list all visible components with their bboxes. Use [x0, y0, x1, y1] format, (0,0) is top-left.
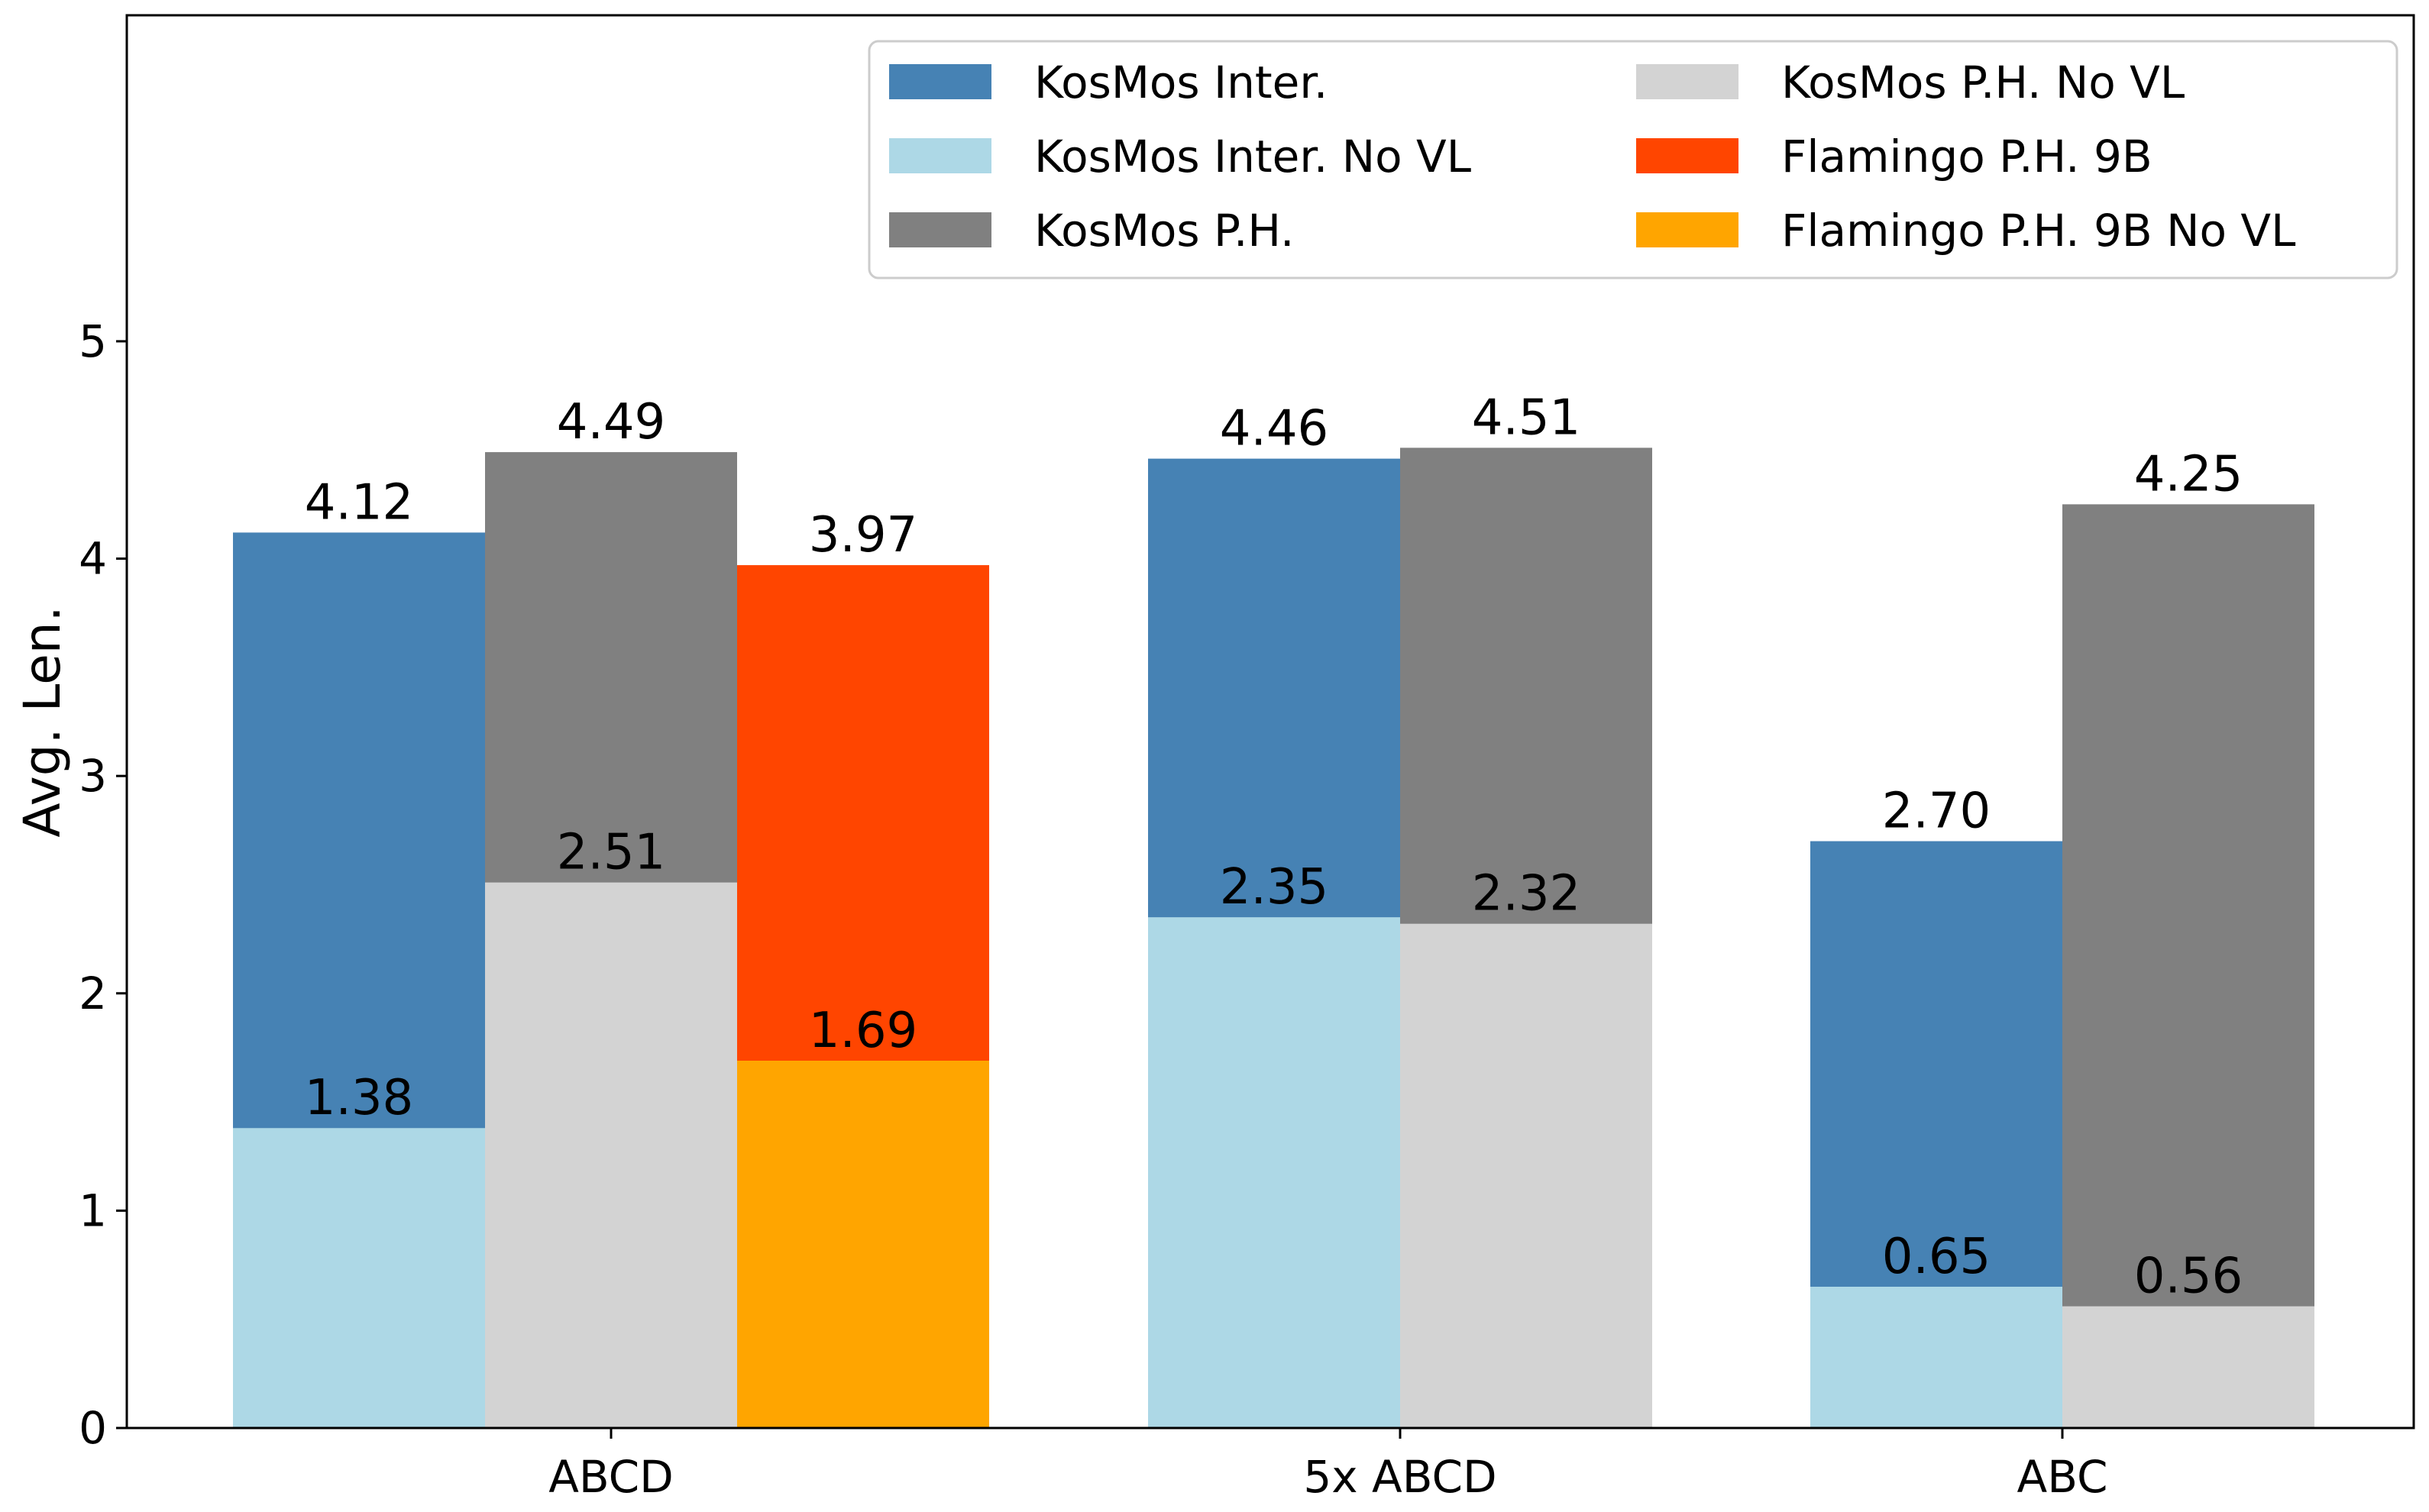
value-label-2-no-vl: 1.69	[809, 1003, 918, 1059]
y-tick-label-5: 5	[79, 315, 107, 367]
x-axis: ABCD 5x ABCD ABC	[548, 1428, 2107, 1503]
bars-layer	[233, 447, 2314, 1428]
bar-0-no-vl	[233, 1128, 485, 1428]
value-label-6-with-vl: 4.25	[2134, 446, 2243, 502]
value-label-0-with-vl: 4.12	[305, 474, 414, 531]
bar-2-no-vl	[737, 1061, 989, 1428]
x-tick-label-2: ABC	[2017, 1451, 2108, 1503]
legend-label-5: Flamingo P.H. 9B No VL	[1781, 205, 2295, 257]
value-label-4-with-vl: 4.51	[1472, 389, 1581, 446]
legend-swatch-2	[889, 212, 991, 247]
legend-swatch-4	[1636, 138, 1738, 173]
bar-6-with-vl	[2062, 504, 2314, 1428]
legend-label-1: KosMos Inter. No VL	[1034, 131, 1471, 183]
legend-label-2: KosMos P.H.	[1034, 205, 1294, 257]
legend-swatch-3	[1636, 64, 1738, 99]
bar-1-no-vl	[485, 882, 737, 1428]
legend-label-4: Flamingo P.H. 9B	[1781, 131, 2152, 183]
y-tick-label-1: 1	[79, 1184, 107, 1236]
bar-3-no-vl	[1148, 917, 1400, 1428]
y-tick-label-4: 4	[79, 533, 107, 585]
y-tick-label-0: 0	[79, 1402, 107, 1454]
value-label-2-with-vl: 3.97	[809, 507, 918, 564]
bar-6-no-vl	[2062, 1306, 2314, 1428]
bar-5-no-vl	[1810, 1287, 2062, 1428]
value-label-1-with-vl: 4.49	[557, 394, 666, 451]
value-label-6-no-vl: 0.56	[2134, 1249, 2243, 1305]
legend-swatch-0	[889, 64, 991, 99]
legend-label-3: KosMos P.H. No VL	[1781, 57, 2185, 108]
value-label-0-no-vl: 1.38	[305, 1070, 414, 1126]
legend-frame	[868, 40, 2398, 279]
value-label-3-no-vl: 2.35	[1220, 859, 1329, 916]
y-axis: 0 1 2 3 4 5	[79, 315, 127, 1454]
y-tick-label-2: 2	[79, 968, 107, 1019]
x-tick-label-0: ABCD	[548, 1451, 674, 1503]
value-label-3-with-vl: 4.46	[1220, 401, 1329, 457]
y-axis-title: Avg. Len.	[13, 606, 72, 837]
bar-4-no-vl	[1400, 923, 1652, 1428]
value-label-4-no-vl: 2.32	[1472, 866, 1581, 922]
legend-swatch-5	[1636, 212, 1738, 247]
legend-label-0: KosMos Inter.	[1034, 57, 1328, 108]
plot-frame	[125, 14, 2415, 1430]
legend-swatch-1	[889, 138, 991, 173]
value-labels-layer: 4.12 1.38 4.49 2.51 3.97 1.69 4.46 2.35 4.51 2.32…	[305, 389, 2243, 1304]
y-tick-label-3: 3	[79, 750, 107, 802]
value-label-5-with-vl: 2.70	[1882, 783, 1991, 840]
value-label-5-no-vl: 0.65	[1882, 1229, 1991, 1285]
x-tick-label-1: 5x ABCD	[1303, 1451, 1496, 1503]
legend: KosMos Inter. KosMos Inter. No VL KosMos P…	[868, 40, 2398, 279]
value-label-1-no-vl: 2.51	[557, 825, 666, 881]
